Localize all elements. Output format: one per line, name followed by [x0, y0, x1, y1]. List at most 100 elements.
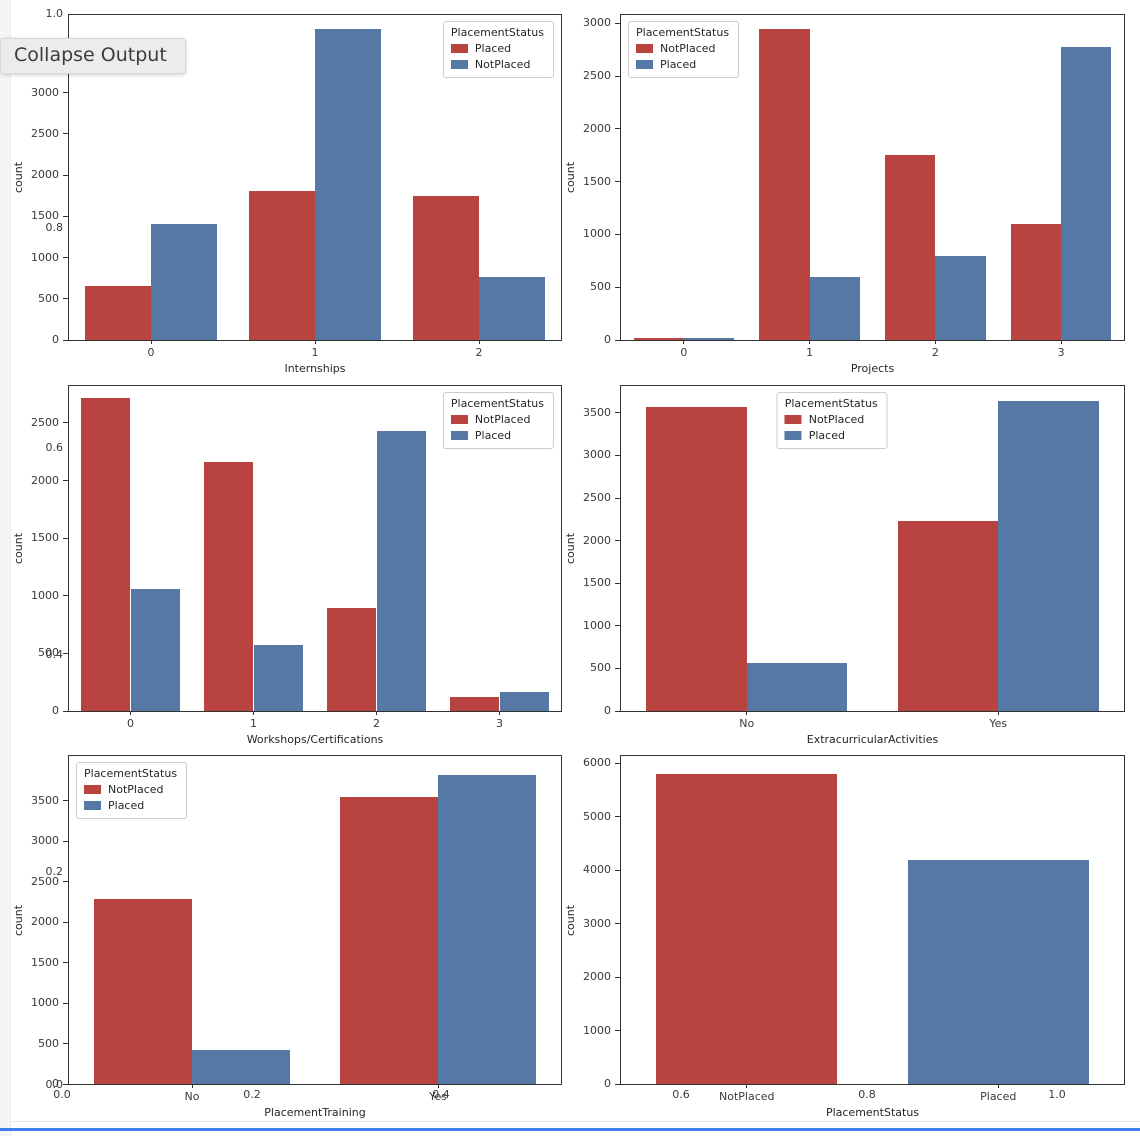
bars-layer	[621, 756, 1124, 1084]
legend-title: PlacementStatus	[450, 26, 544, 39]
bar-notplaced-0	[151, 223, 217, 340]
y-tick-label: 2000	[31, 168, 59, 182]
bar-placed-1	[249, 190, 315, 340]
output-collapse-gutter[interactable]	[0, 0, 11, 1136]
y-tick-label: 2500	[31, 126, 59, 140]
legend-label: Placed	[474, 429, 512, 442]
y-tick-label: 2500	[31, 415, 59, 429]
outer-x-tick-label: 0.2	[243, 1088, 261, 1101]
y-tick-mark	[63, 595, 68, 597]
bar-notplaced-1	[315, 29, 381, 340]
legend: PlacementStatus NotPlaced Placed	[76, 762, 188, 819]
bar-notplaced-notplaced	[656, 774, 838, 1084]
x-tick-label: 3	[496, 717, 503, 730]
y-tick-label: 1500	[583, 576, 611, 590]
bar-placed-no	[192, 1050, 291, 1084]
legend-label: NotPlaced	[108, 783, 164, 796]
chart-workshops-certifications: 0 500 1000 1500 2000 2500 0 1 2 3 Workshops/Certif…	[12, 385, 562, 746]
y-tick-label: 2500	[583, 69, 611, 83]
bar-placed-placed	[907, 859, 1089, 1084]
legend-swatch-red	[450, 44, 468, 53]
x-axis-title: Projects	[850, 362, 895, 375]
bar-placed-1	[809, 276, 860, 340]
bar-placed-2	[376, 430, 426, 711]
y-tick-label: 3000	[583, 16, 611, 30]
y-tick-label: 2000	[583, 533, 611, 547]
x-tick-mark	[997, 1084, 999, 1088]
x-tick-label: 2	[475, 346, 483, 359]
chart-extracurricular-activities: 0 500 1000 1500 2000 2500 3000 3500 No Yes Extracu…	[564, 385, 1125, 746]
x-tick-mark	[1060, 340, 1062, 344]
y-tick-label: 1000	[31, 588, 59, 602]
bar-placed-0	[85, 285, 151, 340]
legend-swatch-blue	[450, 60, 468, 69]
collapse-output-button[interactable]: Collapse Output	[0, 38, 186, 74]
x-tick-mark	[376, 711, 377, 715]
y-tick-label: 1000	[31, 250, 59, 264]
x-tick-mark	[437, 1084, 439, 1088]
x-tick-label: 1	[311, 346, 319, 359]
legend-entry: NotPlaced	[450, 58, 544, 71]
y-tick-mark	[615, 667, 620, 669]
y-tick-mark	[615, 128, 620, 130]
bars-layer	[621, 386, 1124, 711]
bar-notplaced-yes	[897, 521, 999, 711]
bar-placed-no	[746, 662, 848, 711]
bar-placed-0	[130, 588, 180, 711]
y-tick-mark	[63, 174, 68, 176]
y-tick-mark	[63, 921, 68, 923]
outer-y-tick-label: 0.6	[45, 441, 64, 454]
y-tick-label: 0	[52, 1077, 59, 1090]
legend-swatch-blue	[450, 431, 468, 440]
y-tick-label: 500	[590, 280, 611, 294]
legend-label: NotPlaced	[660, 42, 716, 55]
cell-focus-indicator	[0, 1128, 1140, 1131]
x-axis-title: PlacementTraining	[264, 1106, 366, 1119]
y-tick-mark	[63, 1083, 68, 1085]
y-tick-label: 1500	[31, 531, 59, 545]
y-tick-label: 3000	[31, 85, 59, 99]
y-tick-mark	[63, 215, 68, 217]
legend: PlacementStatus NotPlaced Placed	[776, 392, 888, 449]
y-tick-label: 1000	[31, 996, 59, 1009]
bar-placed-yes	[438, 775, 537, 1084]
chart-projects: 0 500 1000 1500 2000 2500 3000 0 1 2 3 Projects coun…	[564, 14, 1125, 375]
y-tick-label: 0	[52, 333, 59, 346]
y-tick-label: 4000	[583, 863, 611, 877]
bar-placed-yes	[998, 400, 1099, 711]
y-tick-label: 5000	[583, 809, 611, 823]
outer-x-tick-label: 0.4	[432, 1088, 450, 1101]
y-tick-mark	[615, 710, 620, 712]
bar-placed-2	[935, 255, 986, 340]
x-tick-mark	[746, 711, 748, 715]
y-tick-mark	[63, 537, 68, 539]
legend-swatch-red	[84, 785, 101, 794]
x-tick-label: Placed	[980, 1090, 1017, 1103]
y-tick-label: 2000	[31, 915, 59, 929]
y-tick-label: 2000	[583, 970, 611, 984]
bar-notplaced-2	[479, 277, 545, 340]
x-tick-mark	[478, 340, 480, 344]
y-tick-mark	[615, 181, 620, 183]
y-tick-label: 1500	[583, 174, 611, 188]
y-tick-mark	[615, 22, 620, 24]
y-tick-mark	[63, 133, 68, 135]
legend: PlacementStatus Placed NotPlaced	[442, 21, 554, 78]
y-tick-mark	[615, 75, 620, 77]
legend-swatch-red	[636, 44, 653, 53]
y-tick-label: 3000	[583, 448, 611, 462]
x-tick-label: 2	[373, 717, 380, 730]
y-tick-mark	[615, 497, 620, 499]
legend-label: Placed	[660, 58, 697, 71]
y-tick-label: 0	[604, 333, 611, 346]
y-tick-mark	[615, 923, 620, 925]
bars-layer	[69, 15, 561, 340]
y-tick-label: 0	[604, 1077, 611, 1090]
y-tick-mark	[63, 92, 68, 94]
legend-title: PlacementStatus	[450, 397, 544, 410]
y-tick-label: 1000	[583, 1023, 611, 1037]
x-tick-label: 1	[250, 717, 257, 730]
y-tick-mark	[615, 582, 620, 584]
y-tick-label: 3000	[583, 916, 611, 930]
y-tick-mark	[63, 652, 68, 654]
